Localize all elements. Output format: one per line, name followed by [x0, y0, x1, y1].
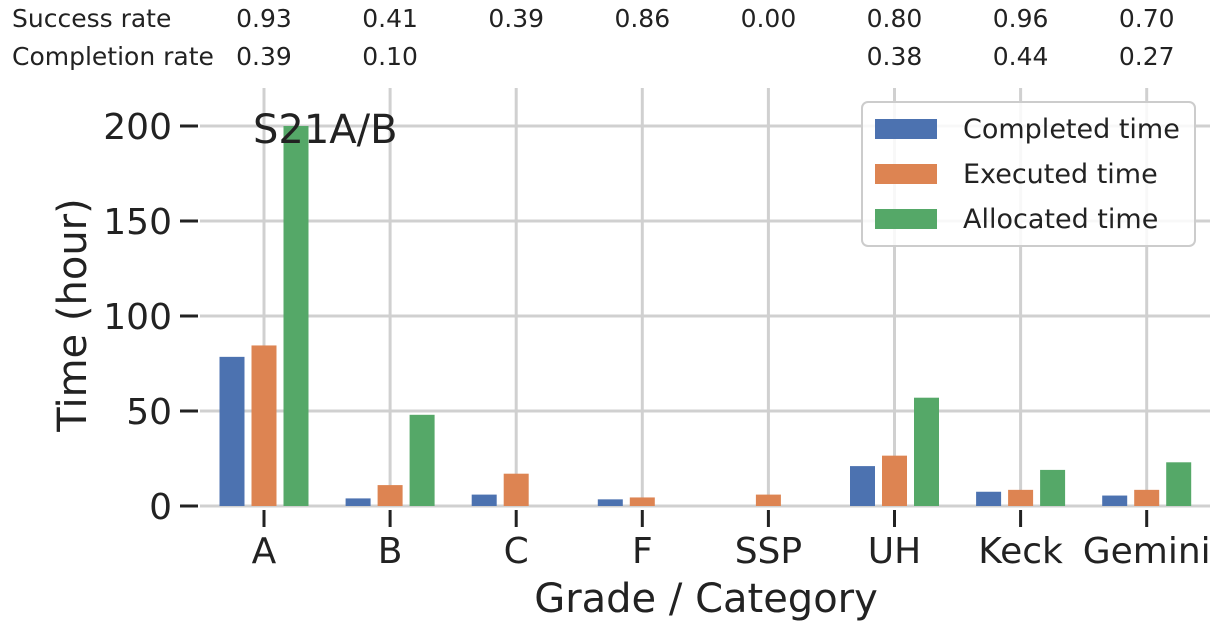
legend-label: Executed time: [963, 159, 1158, 190]
legend-swatch: [875, 209, 937, 229]
bars: [219, 126, 1192, 506]
bar-executed-time-ssp: [755, 494, 781, 506]
x-tick-label: Gemini: [1083, 531, 1211, 572]
y-tick-label: 50: [126, 392, 172, 433]
legend-frame: [861, 101, 1196, 247]
rate-value: 0.00: [741, 4, 797, 33]
bar-completed-time-a: [219, 356, 245, 506]
rate-value: 0.80: [867, 4, 923, 33]
rate-value: 0.93: [236, 4, 292, 33]
x-tick-label: C: [504, 531, 529, 572]
x-tick-label: F: [632, 531, 653, 572]
legend-label: Completed time: [963, 114, 1180, 145]
bar-allocated-time-gemini: [1166, 462, 1192, 506]
rate-value: 0.39: [488, 4, 544, 33]
rate-row-label: Success rate: [12, 4, 171, 33]
x-tick-label: SSP: [735, 531, 802, 572]
bar-completed-time-gemini: [1102, 495, 1128, 506]
rate-value: 0.39: [236, 42, 292, 71]
rate-value: 0.27: [1119, 42, 1175, 71]
x-tick-label: B: [378, 531, 403, 572]
bar-executed-time-c: [503, 473, 529, 506]
x-tick-label: UH: [868, 531, 921, 572]
rate-value: 0.70: [1119, 4, 1175, 33]
rate-table: Success rate 0.93 0.41 0.39 0.86 0.00 0.80 0.96…: [12, 4, 1175, 71]
bar-executed-time-gemini: [1134, 489, 1160, 506]
legend-swatch: [875, 164, 937, 184]
axes: 0 50 100 150 200 A B C F SSP UH Keck Gemini: [103, 107, 1210, 572]
bar-completed-time-uh: [850, 466, 875, 506]
bar-allocated-time-b: [409, 414, 435, 506]
bar-executed-time-keck: [1008, 489, 1034, 506]
legend-label: Allocated time: [963, 204, 1158, 235]
bar-completed-time-b: [345, 498, 371, 506]
rate-value: 0.41: [362, 4, 418, 33]
rate-value: 0.86: [614, 4, 670, 33]
y-tick-label: 200: [103, 107, 172, 148]
bar-completed-time-f: [597, 499, 623, 506]
bar-allocated-time-uh: [914, 397, 939, 506]
rate-value: 0.38: [867, 42, 923, 71]
rate-value: 0.96: [993, 4, 1049, 33]
bar-allocated-time-keck: [1040, 469, 1066, 506]
bar-executed-time-b: [377, 485, 403, 506]
x-tick-label: Keck: [978, 531, 1063, 572]
legend: Completed time Executed time Allocated tim…: [861, 101, 1196, 247]
rate-row-label: Completion rate: [12, 42, 214, 71]
y-tick-label: 0: [149, 487, 172, 528]
rate-value: 0.44: [993, 42, 1049, 71]
bar-completed-time-keck: [976, 491, 1002, 506]
x-tick-label: A: [252, 531, 277, 572]
bar-executed-time-f: [629, 497, 655, 506]
bar-executed-time-a: [251, 345, 277, 506]
legend-swatch: [875, 119, 937, 139]
bar-executed-time-uh: [882, 455, 907, 506]
bar-completed-time-c: [471, 494, 497, 506]
y-axis-title: Time (hour): [50, 198, 96, 432]
panel-annotation: S21A/B: [253, 107, 398, 153]
rate-value: 0.10: [362, 42, 418, 71]
y-tick-label: 150: [103, 202, 172, 243]
bar-allocated-time-a: [283, 126, 309, 506]
y-tick-label: 100: [103, 297, 172, 338]
x-axis-title: Grade / Category: [534, 576, 878, 621]
